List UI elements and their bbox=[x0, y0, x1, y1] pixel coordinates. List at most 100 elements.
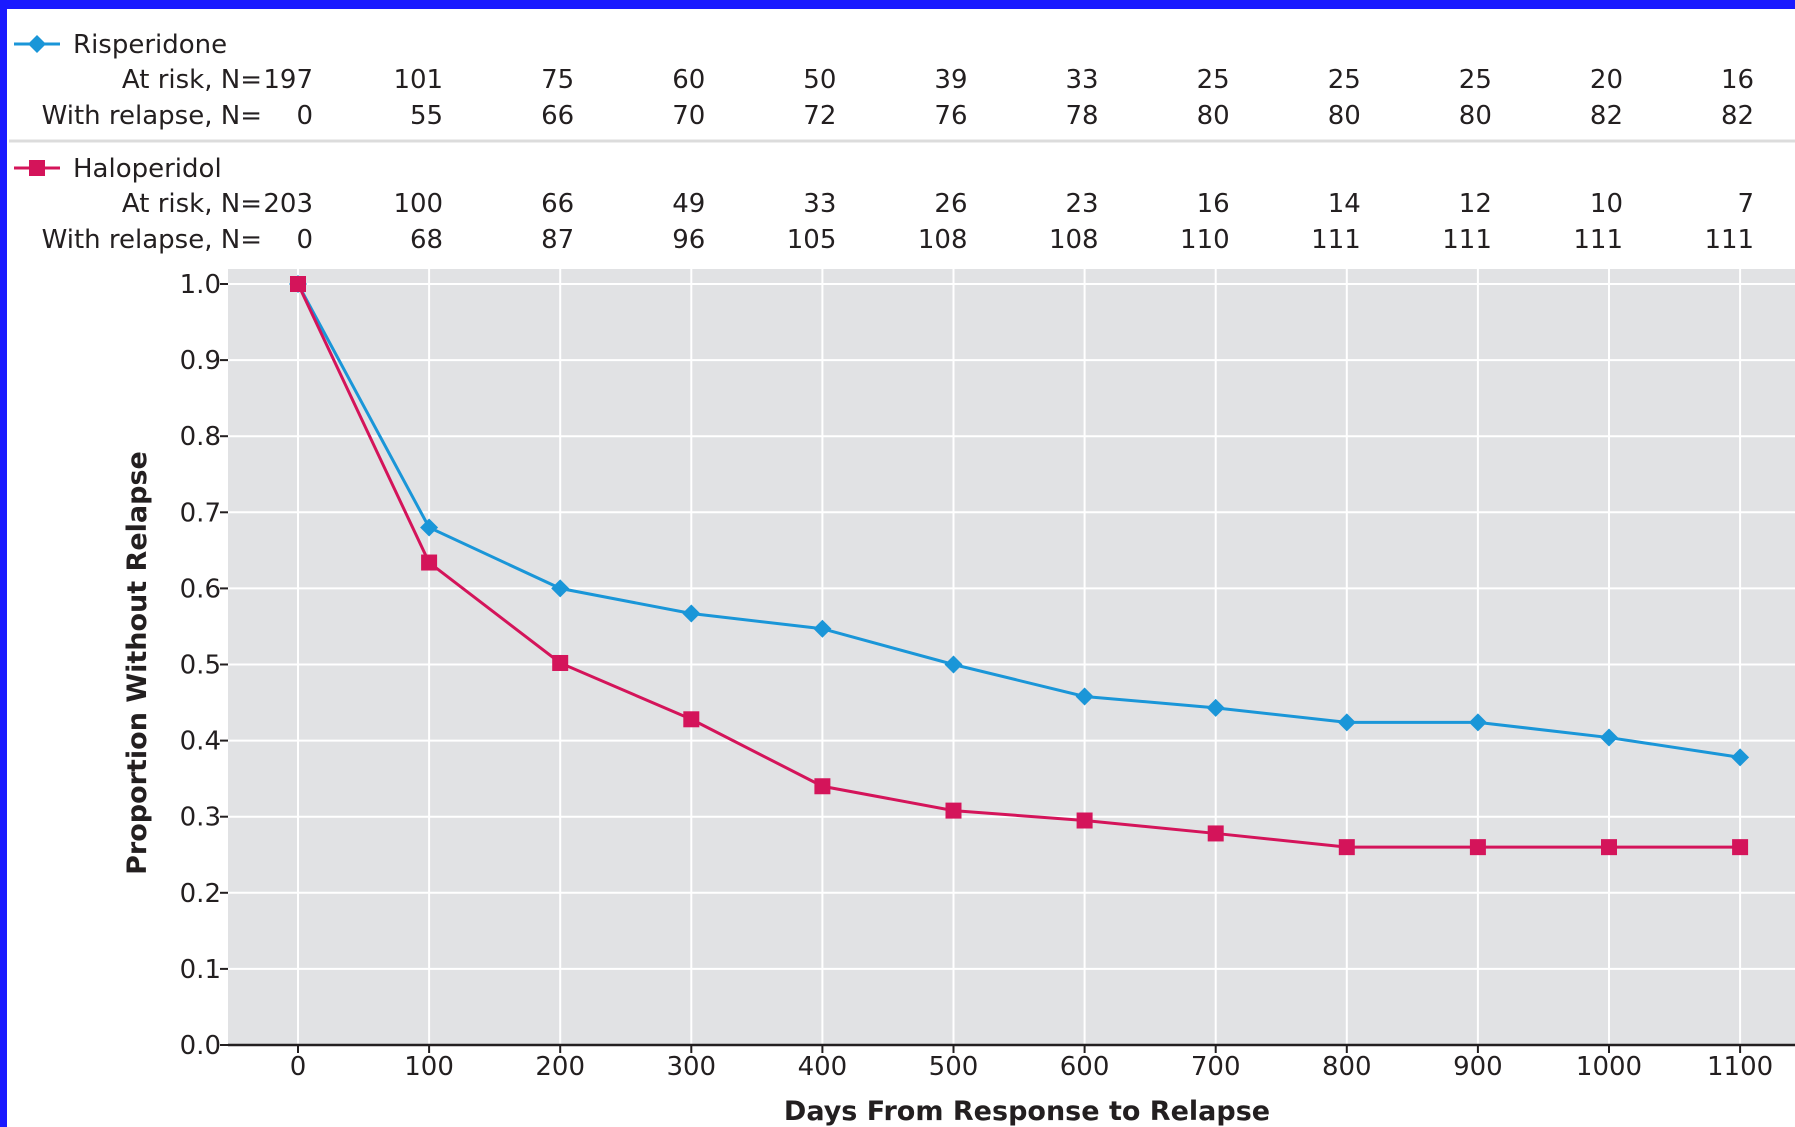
risk-cell: 197 bbox=[263, 65, 313, 95]
risk-cell: 10 bbox=[1590, 189, 1623, 219]
risk-cell: 25 bbox=[1459, 65, 1492, 95]
risk-cell: 55 bbox=[410, 101, 443, 131]
y-tick-label: 0.0 bbox=[180, 1031, 221, 1061]
risk-cell: 50 bbox=[803, 65, 836, 95]
axes: 0.0 0.1 0.2 0.3 0.4 0.5 0.6 0.7 0.8 0.9 1.0 0 100 200… bbox=[180, 270, 1795, 1082]
risk-cell: 111 bbox=[1442, 225, 1492, 255]
risk-cell: 60 bbox=[672, 65, 705, 95]
risk-cell: 72 bbox=[803, 101, 836, 131]
x-tick-label: 1000 bbox=[1576, 1052, 1642, 1082]
y-tick-label: 0.2 bbox=[180, 879, 221, 909]
risk-row-label: With relapse, N= bbox=[42, 225, 262, 255]
risk-cell: 33 bbox=[1066, 65, 1099, 95]
data-point-haloperidol bbox=[421, 554, 438, 571]
risk-cell: 80 bbox=[1328, 101, 1361, 131]
data-point-haloperidol bbox=[814, 778, 831, 795]
data-point-risperidone bbox=[1337, 713, 1356, 732]
data-point-haloperidol bbox=[1469, 839, 1486, 856]
y-tick-label: 0.3 bbox=[180, 803, 221, 833]
data-point-haloperidol bbox=[945, 802, 962, 819]
data-point-haloperidol bbox=[1338, 839, 1355, 856]
x-tick-label: 900 bbox=[1453, 1052, 1503, 1082]
risk-cell: 7 bbox=[1738, 189, 1755, 219]
y-tick-label: 1.0 bbox=[180, 270, 221, 300]
risk-cell: 12 bbox=[1459, 189, 1492, 219]
y-tick-label: 0.6 bbox=[180, 574, 221, 604]
risk-cell: 20 bbox=[1590, 65, 1623, 95]
data-point-risperidone bbox=[1600, 728, 1618, 747]
y-tick-label: 0.8 bbox=[180, 422, 221, 452]
risk-cell: 105 bbox=[787, 225, 837, 255]
legend-label: Risperidone bbox=[73, 30, 227, 60]
risk-cell: 75 bbox=[541, 65, 574, 95]
x-tick-label: 0 bbox=[290, 1052, 307, 1082]
plot-background bbox=[228, 269, 1795, 1045]
risk-cell: 82 bbox=[1590, 101, 1623, 131]
risk-cell: 25 bbox=[1328, 65, 1361, 95]
y-tick-label: 0.9 bbox=[180, 346, 221, 376]
data-point-haloperidol bbox=[1207, 825, 1224, 842]
risk-cell: 16 bbox=[1197, 189, 1230, 219]
risk-cell: 108 bbox=[1049, 225, 1099, 255]
risk-cell: 49 bbox=[672, 189, 705, 219]
legend-marker-risperidone bbox=[28, 35, 46, 53]
risk-row-label: At risk, N= bbox=[122, 189, 262, 219]
risk-group-risperidone: Risperidone At risk, N= 197 101 75 60 50 39 33 25… bbox=[14, 30, 1754, 131]
risk-cell: 101 bbox=[393, 65, 443, 95]
data-point-haloperidol bbox=[290, 276, 306, 292]
data-point-risperidone bbox=[1075, 687, 1094, 706]
x-tick-label: 400 bbox=[798, 1052, 848, 1082]
data-point-haloperidol bbox=[1076, 812, 1093, 829]
risk-cell: 80 bbox=[1197, 101, 1230, 131]
series-line-risperidone bbox=[296, 283, 1741, 759]
data-point-haloperidol bbox=[1601, 839, 1617, 856]
risk-cell: 70 bbox=[672, 101, 705, 131]
y-tick-label: 0.4 bbox=[180, 727, 221, 757]
risk-cell: 111 bbox=[1573, 225, 1623, 255]
risk-cell: 110 bbox=[1180, 225, 1230, 255]
y-axis-title: Proportion Without Relapse bbox=[122, 451, 153, 875]
data-point-risperidone bbox=[813, 619, 832, 638]
risk-row-label: At risk, N= bbox=[122, 65, 262, 95]
risk-cell: 100 bbox=[393, 189, 443, 219]
x-tick-label: 200 bbox=[535, 1052, 585, 1082]
data-point-haloperidol bbox=[683, 711, 700, 728]
risk-cell: 16 bbox=[1721, 65, 1754, 95]
risk-cell: 0 bbox=[296, 225, 313, 255]
risk-cell: 87 bbox=[541, 225, 574, 255]
risk-cell: 108 bbox=[918, 225, 968, 255]
risk-cell: 0 bbox=[296, 101, 313, 131]
risk-cell: 66 bbox=[541, 101, 574, 131]
risk-cell: 111 bbox=[1311, 225, 1361, 255]
risk-row-label: With relapse, N= bbox=[42, 101, 262, 131]
y-tick-label: 0.7 bbox=[180, 498, 221, 528]
risk-cell: 23 bbox=[1066, 189, 1099, 219]
risk-cell: 80 bbox=[1459, 101, 1492, 131]
series-layer bbox=[289, 275, 1750, 856]
risk-cell: 68 bbox=[410, 225, 443, 255]
series-line-haloperidol bbox=[296, 283, 1741, 849]
data-point-risperidone bbox=[944, 655, 963, 674]
series-haloperidol bbox=[290, 276, 1749, 856]
risk-cell: 78 bbox=[1066, 101, 1099, 131]
x-tick-label: 700 bbox=[1191, 1052, 1241, 1082]
risk-cell: 96 bbox=[672, 225, 705, 255]
x-tick-label: 1100 bbox=[1707, 1052, 1773, 1082]
data-point-risperidone bbox=[1468, 713, 1487, 732]
x-tick-label: 600 bbox=[1060, 1052, 1110, 1082]
risk-cell: 76 bbox=[934, 101, 967, 131]
risk-cell: 82 bbox=[1721, 101, 1754, 131]
x-tick-label: 300 bbox=[666, 1052, 716, 1082]
risk-cell: 14 bbox=[1328, 189, 1361, 219]
risk-cell: 39 bbox=[934, 65, 967, 95]
data-point-haloperidol bbox=[552, 654, 569, 671]
y-tick-label: 0.1 bbox=[180, 955, 221, 985]
data-point-risperidone bbox=[420, 518, 439, 537]
risk-cell: 26 bbox=[934, 189, 967, 219]
y-tick-label: 0.5 bbox=[180, 651, 221, 681]
legend-marker-haloperidol bbox=[29, 160, 45, 176]
